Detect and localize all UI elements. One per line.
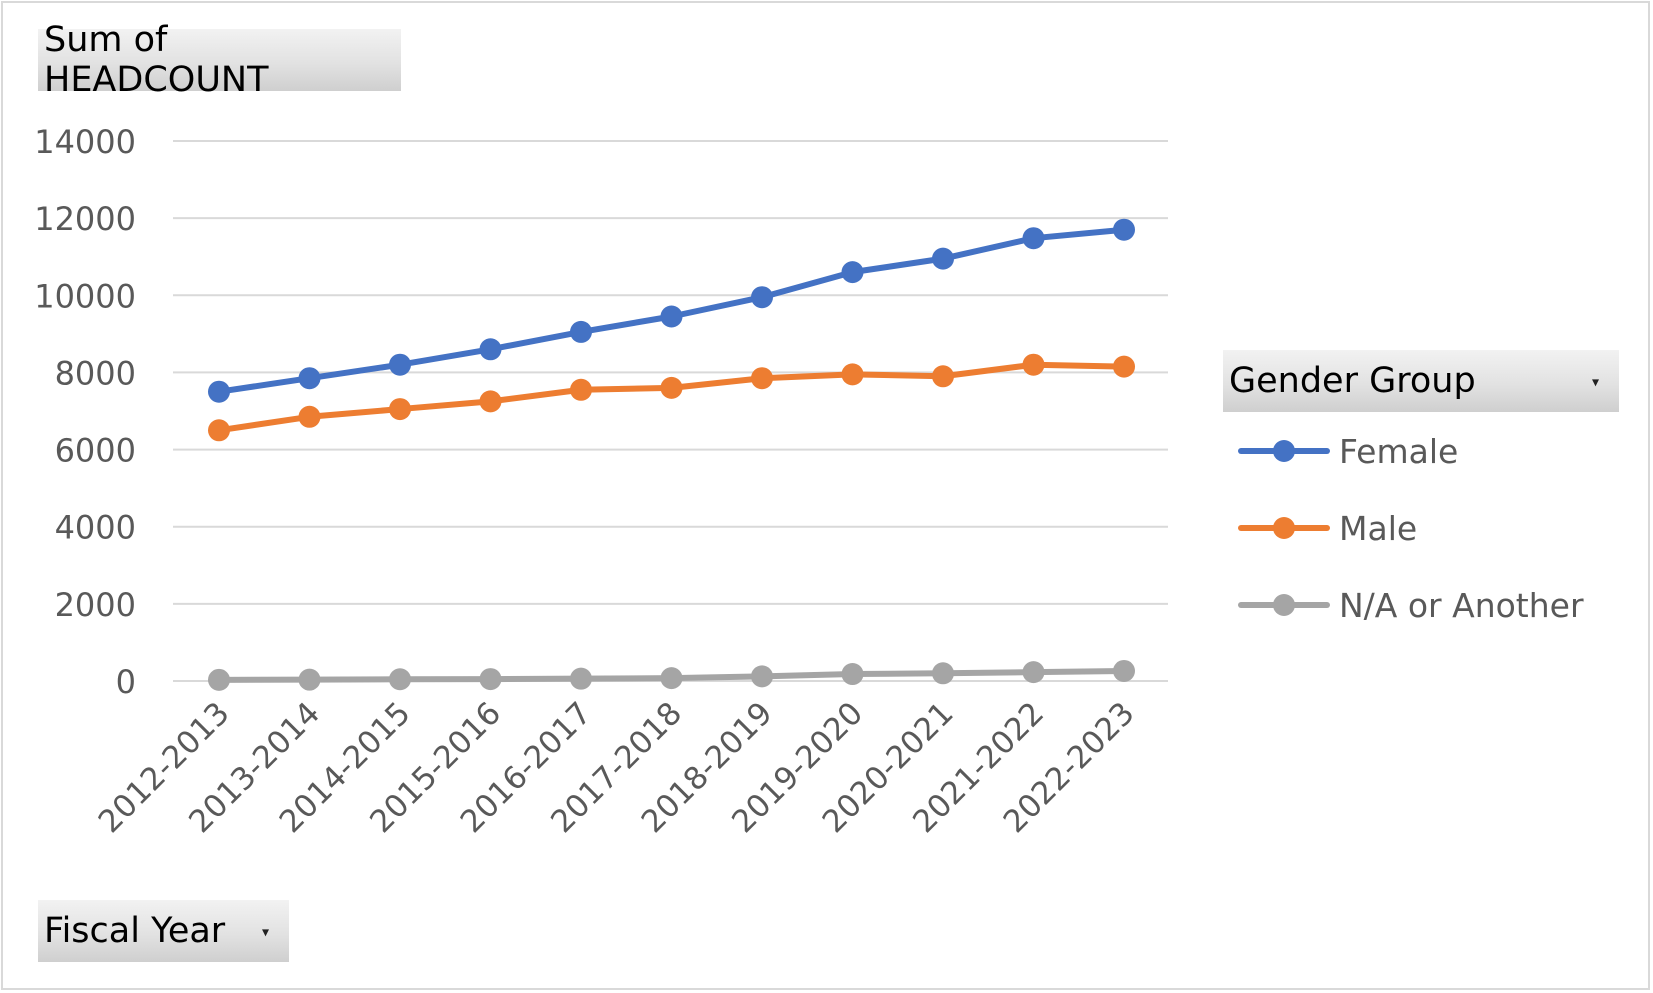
- y-tick-label: 0: [116, 663, 136, 701]
- data-point: [660, 667, 683, 690]
- data-point: [660, 305, 683, 328]
- legend-marker: [1273, 594, 1295, 616]
- data-point: [479, 390, 502, 413]
- data-point: [208, 668, 230, 691]
- legend-field-dropdown-icon[interactable]: ▾: [1591, 374, 1599, 391]
- data-point: [932, 247, 954, 270]
- y-tick-label: 14000: [34, 123, 136, 161]
- data-point: [841, 363, 864, 386]
- axis-field-button[interactable]: Fiscal Year ▾: [38, 900, 289, 962]
- data-point: [298, 668, 321, 691]
- data-point: [389, 353, 411, 376]
- data-point: [751, 286, 773, 309]
- y-tick-label: 8000: [55, 354, 136, 392]
- legend-field-label: Gender Group: [1229, 361, 1476, 401]
- data-point: [660, 376, 683, 399]
- value-field-button[interactable]: Sum of HEADCOUNT: [38, 20, 401, 100]
- data-point: [389, 668, 411, 691]
- data-point: [932, 365, 954, 388]
- data-point: [1022, 227, 1045, 250]
- legend-marker: [1273, 440, 1295, 462]
- data-point: [841, 663, 864, 686]
- data-point: [298, 367, 321, 390]
- data-point: [570, 667, 592, 690]
- data-point: [932, 662, 954, 685]
- y-tick-label: 12000: [34, 200, 136, 238]
- y-tick-label: 2000: [55, 586, 136, 624]
- legend-field-button[interactable]: Gender Group ▾: [1223, 350, 1619, 412]
- data-point: [298, 405, 321, 428]
- legend-label: N/A or Another: [1339, 586, 1584, 625]
- axis-field-dropdown-icon[interactable]: ▾: [261, 924, 269, 941]
- data-point: [1022, 353, 1045, 376]
- data-point: [389, 398, 411, 421]
- data-point: [570, 378, 592, 401]
- data-point: [751, 665, 773, 688]
- legend-marker: [1273, 517, 1295, 539]
- data-point: [1022, 661, 1045, 684]
- data-point: [208, 419, 230, 442]
- data-point: [841, 261, 864, 284]
- legend-label: Female: [1339, 432, 1458, 471]
- value-field-label: Sum of HEADCOUNT: [44, 20, 269, 100]
- y-tick-label: 6000: [55, 432, 136, 470]
- y-tick-label: 10000: [34, 277, 136, 315]
- data-point: [208, 380, 230, 403]
- data-point: [479, 668, 502, 691]
- axis-field-label: Fiscal Year: [44, 911, 226, 951]
- data-point: [751, 367, 773, 390]
- data-point: [1113, 659, 1135, 682]
- data-point: [1113, 218, 1135, 241]
- y-tick-label: 4000: [55, 509, 136, 547]
- legend-label: Male: [1339, 509, 1417, 548]
- data-point: [1113, 355, 1135, 378]
- data-point: [479, 338, 502, 361]
- data-point: [570, 320, 592, 343]
